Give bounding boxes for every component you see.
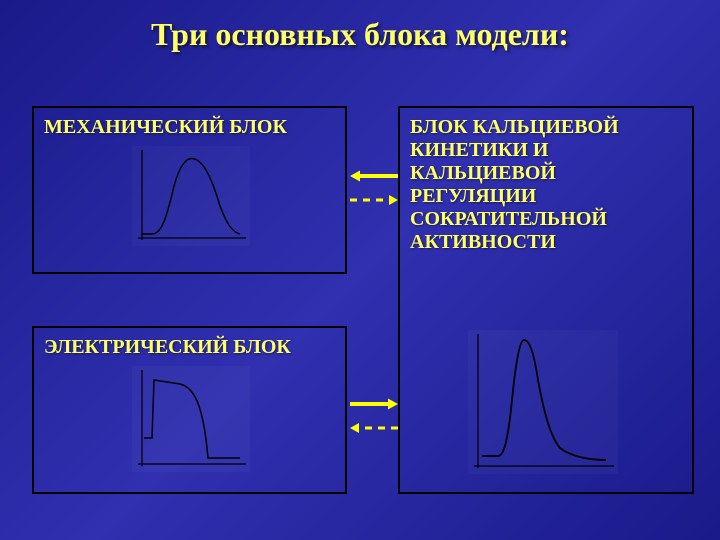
- slide-title: Три основных блока модели:: [0, 16, 720, 53]
- calcium-label: БЛОК КАЛЬЦИЕВОЙ КИНЕТИКИ И КАЛЬЦИЕВОЙ РЕ…: [410, 116, 682, 254]
- electrical-label: ЭЛЕКТРИЧЕСКИЙ БЛОК: [44, 336, 335, 359]
- electrical-graph: [132, 366, 250, 472]
- mechanical-label: МЕХАНИЧЕСКИЙ БЛОК: [44, 116, 335, 139]
- calcium-graph: [468, 330, 618, 474]
- mechanical-graph: [132, 146, 250, 246]
